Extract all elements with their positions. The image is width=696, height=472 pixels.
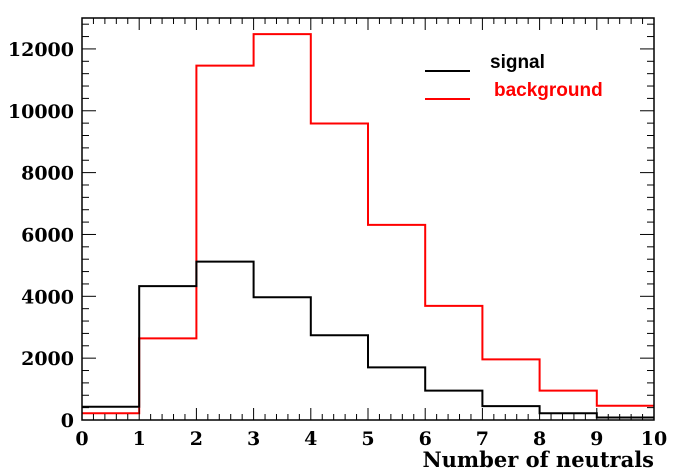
legend-label-signal: signal — [490, 52, 545, 73]
x-tick-label: 8 — [533, 428, 546, 450]
x-tick-label: 3 — [247, 428, 260, 450]
y-tick-label: 4000 — [21, 286, 74, 308]
x-tick-label: 9 — [590, 428, 603, 450]
x-axis-title: Number of neutrals — [422, 447, 654, 472]
legend-label-background: background — [494, 80, 603, 101]
x-tick-label: 10 — [641, 428, 667, 450]
legend: signal background — [425, 52, 603, 101]
x-tick-label: 0 — [75, 428, 88, 450]
x-tick-label: 2 — [190, 428, 203, 450]
y-tick-label: 6000 — [21, 224, 74, 246]
axis-layer: 0 1 2 3 4 5 6 7 8 9 10 0 2000 4000 6000 8000 10000 12000 N… — [8, 17, 667, 472]
x-tick-label: 6 — [419, 428, 432, 450]
y-tick-label: 10000 — [8, 101, 74, 123]
y-tick-label: 0 — [61, 410, 74, 432]
x-tick-label: 1 — [133, 428, 146, 450]
x-tick-label: 5 — [361, 428, 374, 450]
y-tick-label: 12000 — [8, 39, 74, 61]
series-background-step-line — [82, 33, 654, 415]
y-tick-label: 8000 — [21, 163, 74, 185]
y-tick-label: 2000 — [21, 348, 74, 370]
x-tick-label: 4 — [304, 428, 317, 450]
series-signal-step-line — [82, 260, 654, 419]
x-tick-label: 7 — [476, 428, 489, 450]
